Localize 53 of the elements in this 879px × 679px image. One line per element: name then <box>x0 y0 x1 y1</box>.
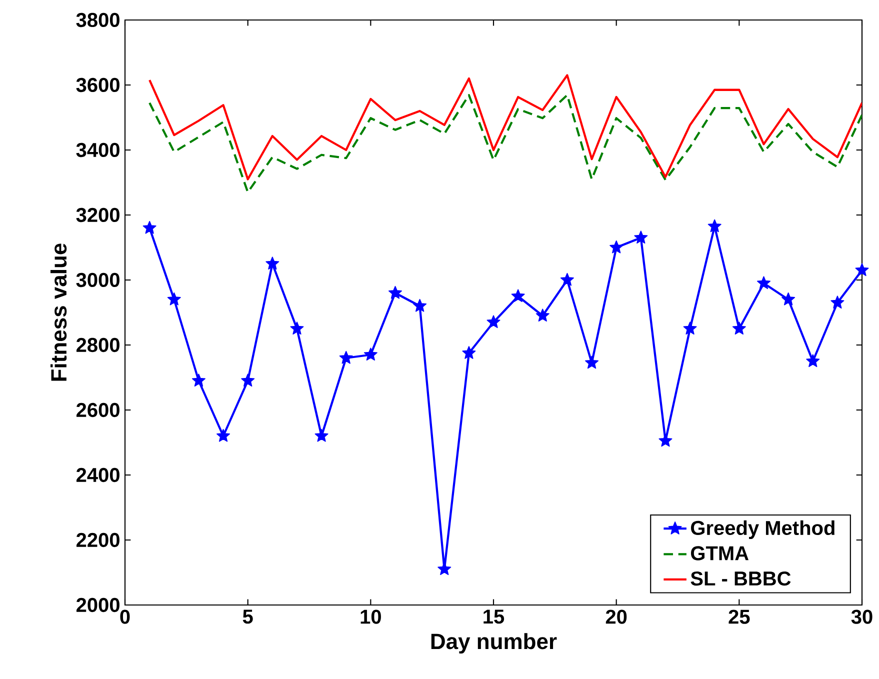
point <box>708 219 722 232</box>
legend-label: GTMA <box>690 546 749 560</box>
x-tick-label: 25 <box>728 610 750 624</box>
point <box>413 298 427 312</box>
x-tick-label: 30 <box>851 610 872 624</box>
y-tick-label: 2800 <box>76 338 120 352</box>
x-axis-title: Day number <box>431 633 557 654</box>
point <box>806 354 820 368</box>
y-tick-label: 3000 <box>76 272 120 288</box>
point <box>142 220 156 234</box>
point <box>560 272 574 286</box>
point <box>511 289 525 302</box>
x-tick-label: 20 <box>606 610 627 624</box>
point <box>339 350 353 364</box>
point <box>536 308 550 322</box>
point <box>658 434 672 447</box>
point <box>610 240 624 254</box>
x-tick-label: 15 <box>484 610 504 624</box>
line-series <box>148 94 862 194</box>
point <box>364 348 378 361</box>
y-tick-label: 2000 <box>76 598 120 612</box>
y-tick-label: 2200 <box>76 532 120 548</box>
y-tick-label: 3800 <box>76 12 120 28</box>
point <box>585 356 599 369</box>
point <box>683 322 697 335</box>
point <box>388 286 402 299</box>
y-axis-title: Fitness value <box>50 244 67 381</box>
y-tick-label: 2400 <box>76 468 120 482</box>
point <box>167 292 181 306</box>
point <box>830 296 844 309</box>
point <box>266 256 280 270</box>
point <box>486 315 500 328</box>
y-tick-label: 3400 <box>76 142 120 158</box>
point <box>314 428 328 442</box>
point <box>462 346 476 359</box>
y-tick-label: 3600 <box>76 78 120 92</box>
point <box>732 322 746 335</box>
y-tick-label: 3200 <box>76 208 120 222</box>
point <box>757 276 770 290</box>
point <box>216 428 230 442</box>
point <box>782 292 796 306</box>
x-tick-label: 0 <box>120 610 130 624</box>
legend-label: SL - BBBC <box>690 571 791 586</box>
x-tick-label: 5 <box>242 610 253 624</box>
x-tick-label: 10 <box>360 610 381 624</box>
y-tick-label: 2600 <box>76 402 120 418</box>
point <box>192 374 206 387</box>
point <box>290 322 304 335</box>
point <box>241 374 255 387</box>
line-series <box>148 74 862 180</box>
point <box>855 263 869 276</box>
point <box>634 230 648 244</box>
legend-label: Greedy Method <box>690 520 834 539</box>
